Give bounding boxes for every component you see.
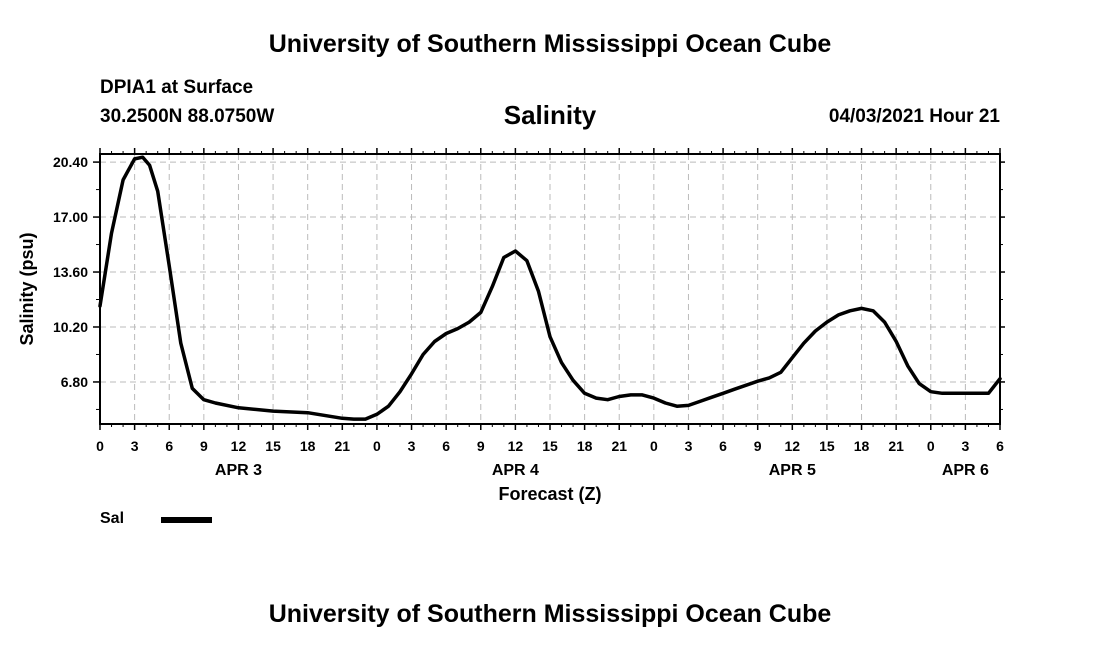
- x-tick-label: 18: [854, 438, 870, 454]
- variable-title: Salinity: [503, 100, 597, 130]
- forecast-datetime: 04/03/2021 Hour 21: [828, 106, 1000, 127]
- date-label: APR 6: [942, 462, 989, 479]
- x-tick-label: 9: [754, 438, 762, 454]
- chart-title: University of Southern Mississippi Ocean…: [268, 30, 832, 58]
- y-tick-label: 6.80: [61, 374, 88, 390]
- x-tick-label: 21: [335, 438, 351, 454]
- y-axis-label: Salinity (psu): [17, 232, 37, 345]
- series-line-sal: [98, 155, 1002, 421]
- y-tick-label: 20.40: [53, 154, 88, 170]
- x-tick-label: 0: [650, 438, 658, 454]
- legend-line-swatch: [161, 517, 212, 523]
- x-tick-label: 18: [577, 438, 593, 454]
- x-tick-label: 15: [542, 438, 558, 454]
- x-tick-label: 12: [508, 438, 524, 454]
- y-axis-ticks: 6.80 10.20 13.60 17.00 20.40: [53, 154, 1005, 410]
- x-tick-label: 15: [265, 438, 281, 454]
- legend-label: Sal: [100, 510, 125, 527]
- x-tick-label: 3: [131, 438, 139, 454]
- x-tick-label: 12: [231, 438, 247, 454]
- coordinates-label: 30.2500N 88.0750W: [100, 106, 275, 127]
- x-tick-label: 12: [785, 438, 801, 454]
- series-layer: [98, 155, 1002, 421]
- x-tick-label: 18: [300, 438, 316, 454]
- x-tick-label: 6: [442, 438, 450, 454]
- x-axis-label: Forecast (Z): [498, 484, 601, 504]
- x-tick-label: 9: [477, 438, 485, 454]
- plot-frame: [99, 153, 1001, 425]
- x-tick-label: 6: [996, 438, 1004, 454]
- x-tick-label: 6: [719, 438, 727, 454]
- y-tick-label: 10.20: [53, 319, 88, 335]
- y-tick-label: 17.00: [53, 209, 88, 225]
- x-tick-label: 3: [685, 438, 693, 454]
- x-tick-label: 3: [408, 438, 416, 454]
- date-label: APR 5: [769, 462, 816, 479]
- date-label: APR 4: [492, 462, 539, 479]
- grid-layer: [100, 154, 1000, 424]
- x-tick-label: 15: [819, 438, 835, 454]
- x-tick-label: 6: [165, 438, 173, 454]
- x-tick-label: 21: [888, 438, 904, 454]
- x-tick-label: 0: [927, 438, 935, 454]
- x-tick-label: 21: [611, 438, 627, 454]
- x-tick-label: 0: [96, 438, 104, 454]
- date-label: APR 3: [215, 462, 262, 479]
- x-tick-label: 3: [961, 438, 969, 454]
- x-tick-label: 9: [200, 438, 208, 454]
- x-tick-label: 0: [373, 438, 381, 454]
- station-label: DPIA1 at Surface: [100, 77, 254, 98]
- footer-title: University of Southern Mississippi Ocean…: [268, 600, 832, 628]
- y-tick-label: 13.60: [53, 264, 88, 280]
